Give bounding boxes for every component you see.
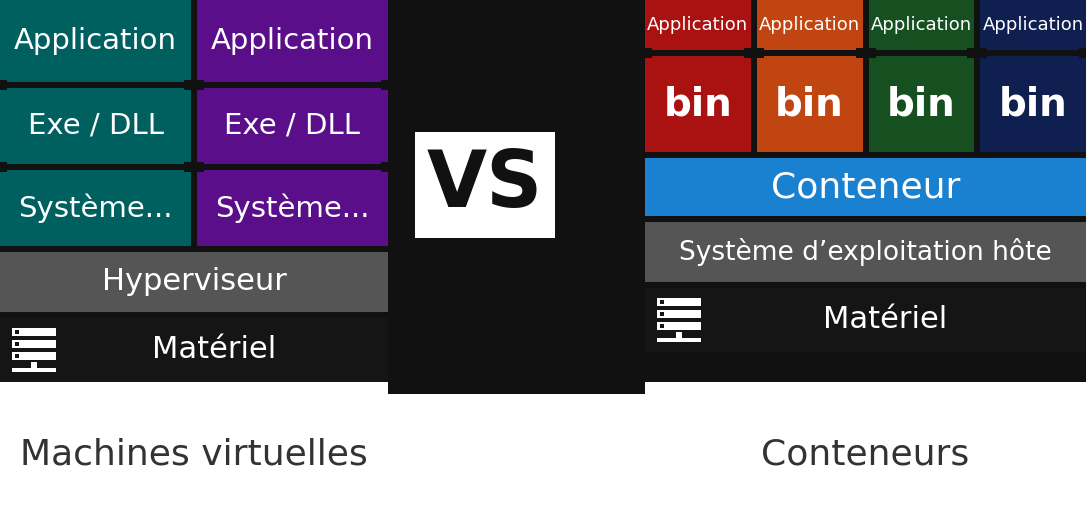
Bar [861, 48, 875, 58]
Bar [15, 354, 20, 358]
Bar [869, 0, 974, 50]
Text: Application: Application [211, 27, 374, 55]
Bar [0, 382, 1086, 514]
Bar [197, 0, 388, 82]
Bar [744, 48, 758, 58]
Bar [757, 0, 862, 50]
Bar [869, 56, 974, 152]
Bar [12, 328, 56, 336]
Text: bin: bin [999, 85, 1068, 123]
Bar [968, 48, 982, 58]
Bar [675, 333, 682, 338]
Bar [749, 48, 763, 58]
Bar [657, 298, 702, 306]
Bar [190, 80, 204, 90]
Bar [657, 322, 702, 329]
Bar [381, 80, 395, 90]
Bar [0, 162, 7, 172]
Bar [0, 252, 388, 312]
Bar [0, 170, 191, 246]
Text: Matériel: Matériel [152, 336, 276, 364]
Bar [30, 362, 37, 368]
Bar [660, 312, 665, 316]
Text: Système...: Système... [215, 193, 369, 223]
Bar [757, 56, 862, 152]
Text: Application: Application [14, 27, 177, 55]
Bar [645, 0, 750, 50]
Bar [973, 48, 987, 58]
Bar [981, 56, 1086, 152]
Text: Conteneur: Conteneur [771, 170, 960, 204]
Bar [15, 330, 20, 334]
Bar [657, 310, 702, 318]
Text: VS: VS [427, 147, 543, 223]
Text: Application: Application [983, 16, 1084, 34]
Text: Application: Application [871, 16, 972, 34]
Bar [190, 162, 204, 172]
Bar [981, 0, 1086, 50]
Text: Conteneurs: Conteneurs [761, 437, 970, 472]
Text: bin: bin [664, 85, 732, 123]
Bar [0, 88, 191, 164]
Bar [197, 88, 388, 164]
Bar [12, 352, 56, 360]
Bar [415, 132, 555, 238]
Text: Système d’exploitation hôte: Système d’exploitation hôte [679, 238, 1052, 266]
Text: Matériel: Matériel [823, 305, 948, 335]
Text: Exe / DLL: Exe / DLL [225, 112, 361, 140]
Bar [856, 48, 870, 58]
Bar [12, 368, 56, 373]
Bar [197, 170, 388, 246]
Text: Système...: Système... [18, 193, 173, 223]
Text: Application: Application [759, 16, 860, 34]
Text: Application: Application [647, 16, 748, 34]
Bar [381, 162, 395, 172]
Text: bin: bin [887, 85, 956, 123]
Text: Machines virtuelles: Machines virtuelles [21, 437, 368, 472]
Bar [184, 80, 198, 90]
Text: Exe / DLL: Exe / DLL [27, 112, 164, 140]
Text: bin: bin [775, 85, 844, 123]
Text: Hyperviseur: Hyperviseur [102, 267, 287, 297]
Bar [0, 0, 191, 82]
Bar [637, 48, 652, 58]
Bar [660, 300, 665, 304]
Bar [645, 288, 1086, 352]
Bar [1079, 48, 1086, 58]
Bar [15, 342, 20, 346]
Bar [184, 162, 198, 172]
Bar [660, 324, 665, 328]
Bar [0, 80, 7, 90]
Bar [645, 222, 1086, 282]
Bar [0, 318, 388, 382]
Bar [657, 338, 702, 342]
Bar [645, 56, 750, 152]
Bar [388, 252, 645, 394]
Bar [12, 340, 56, 348]
Bar [645, 158, 1086, 216]
